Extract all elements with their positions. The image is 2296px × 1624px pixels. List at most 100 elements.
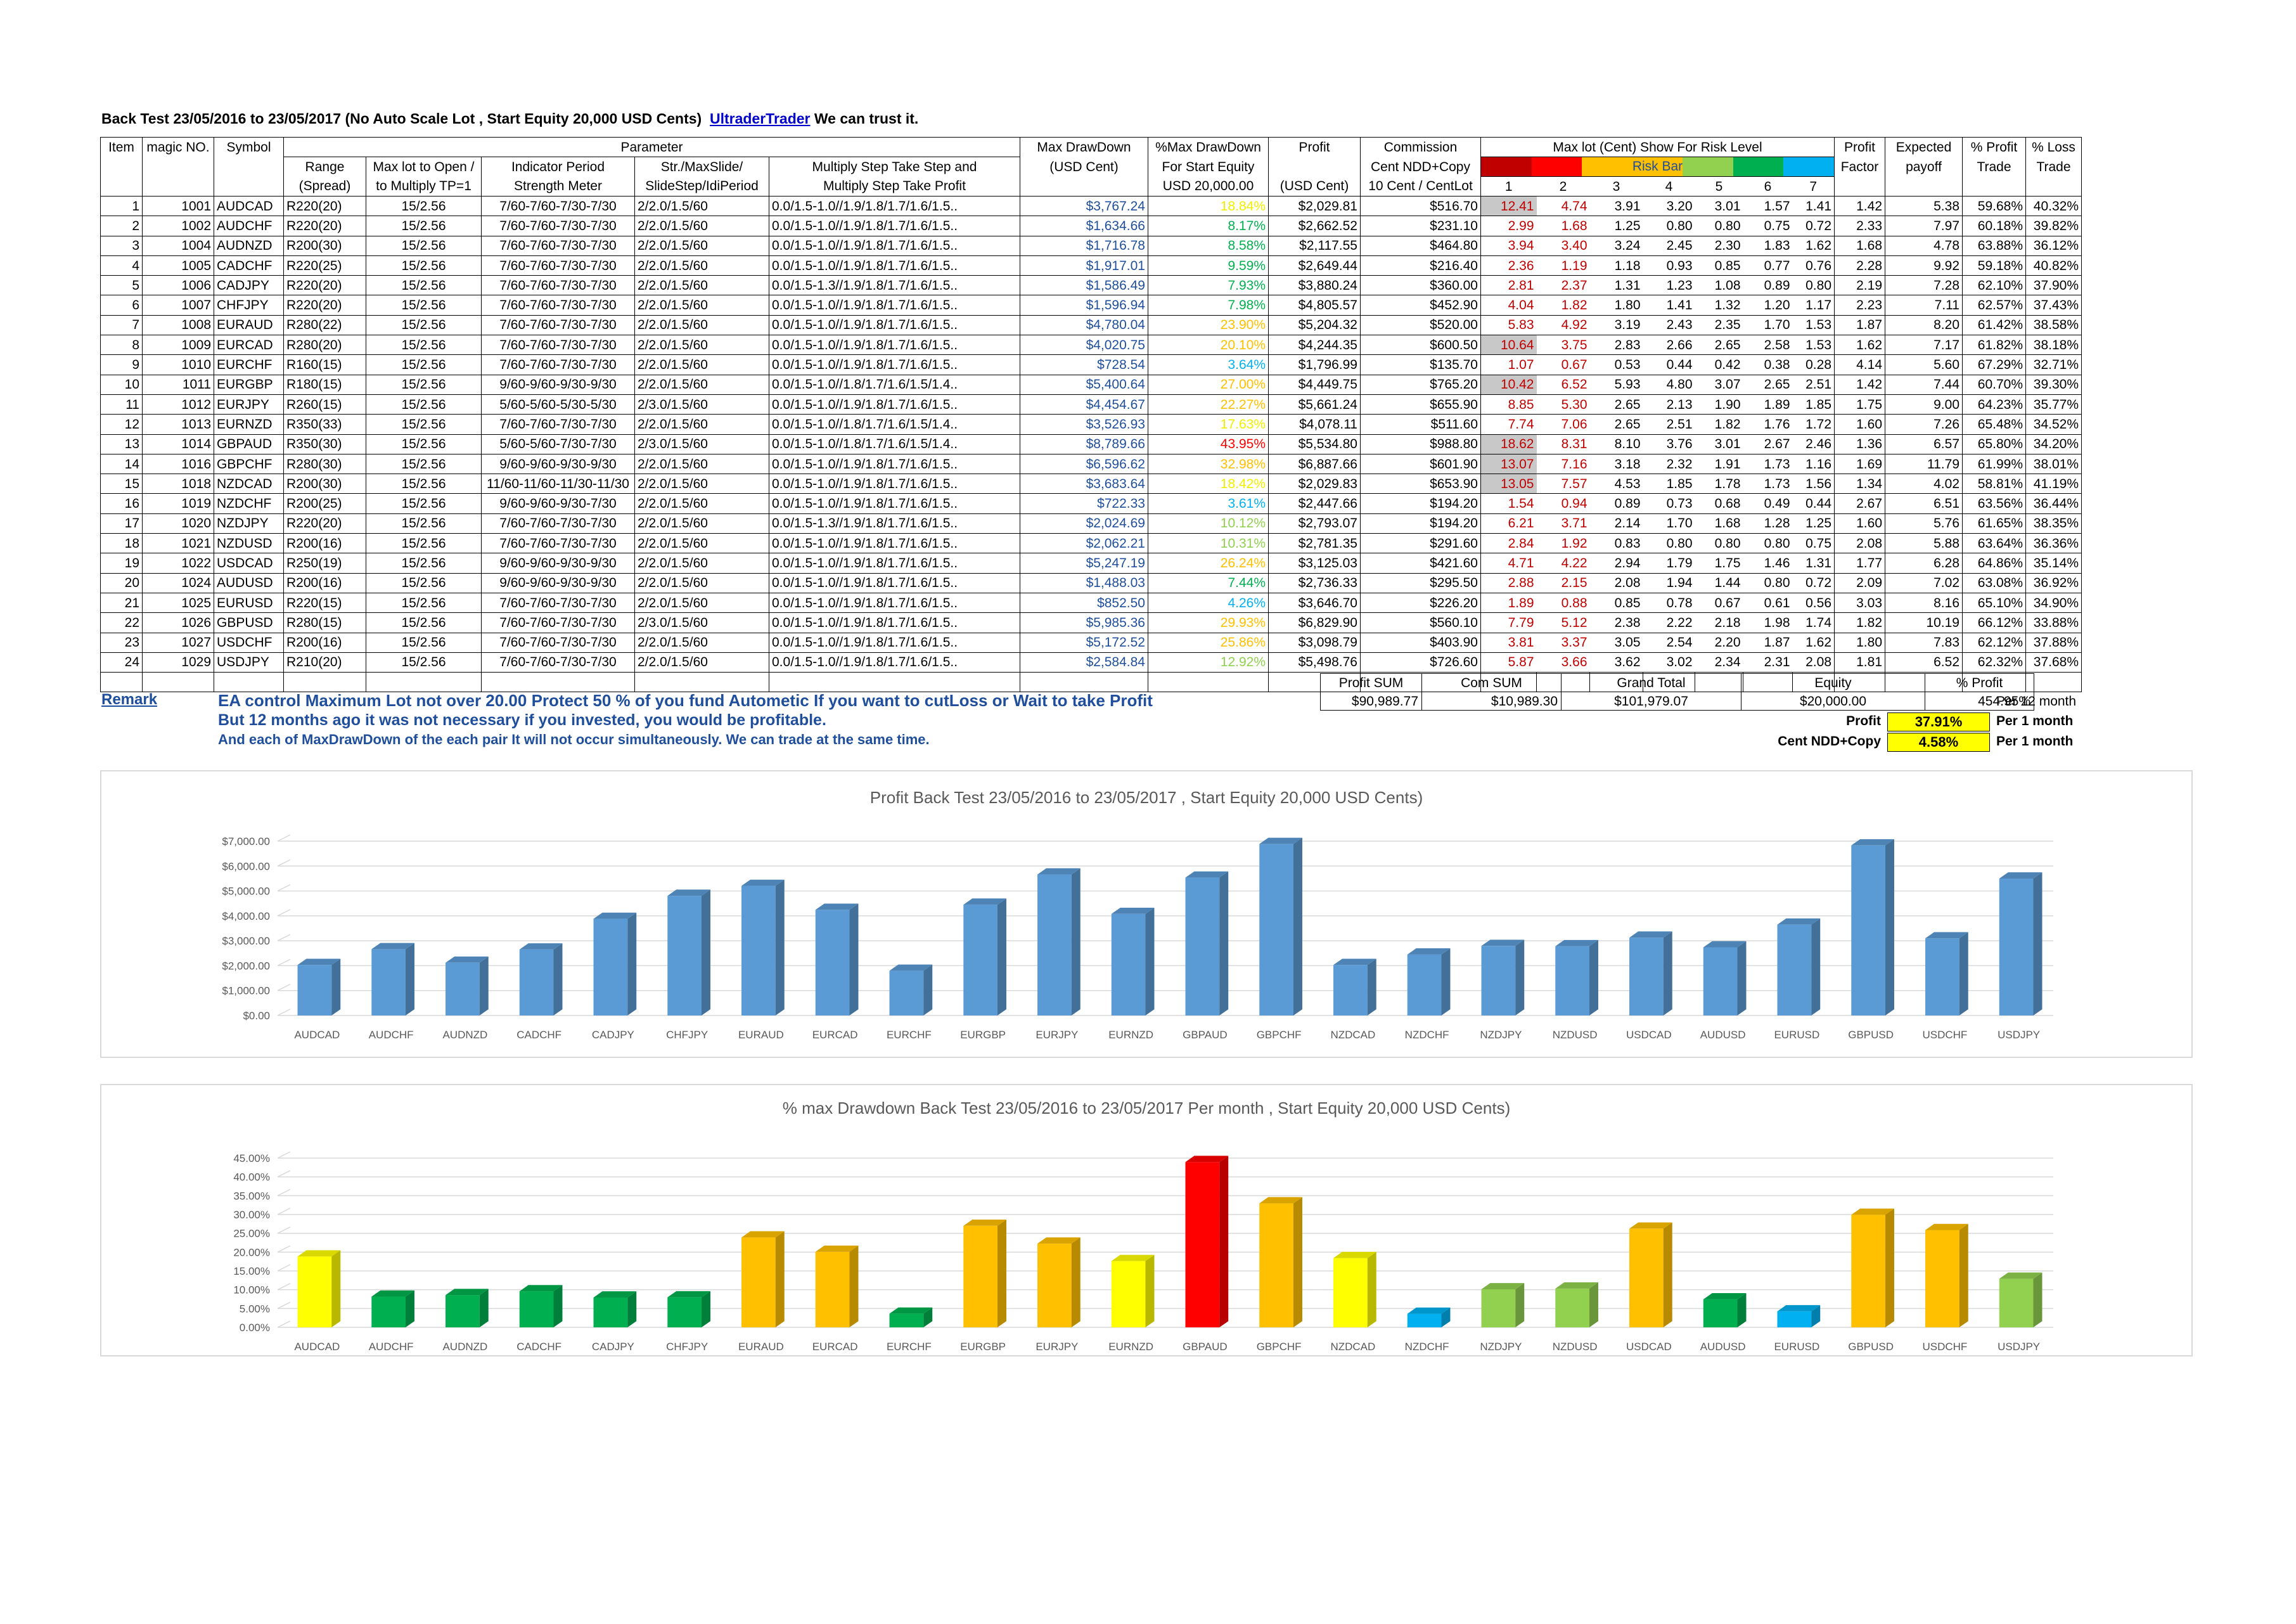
- cell-multiply: 0.0/1.5-1.0//1.9/1.8/1.7/1.6/1.5..: [769, 354, 1020, 375]
- bar: [667, 1291, 710, 1327]
- cell-str: 2/2.0/1.5/60: [634, 652, 769, 673]
- bar-side: [849, 903, 859, 1015]
- cell-lot-level-3: 2.94: [1589, 553, 1643, 574]
- cell-range: R160(15): [283, 354, 366, 375]
- cell-lot-level-3: 0.53: [1589, 354, 1643, 375]
- bar: [741, 1231, 785, 1327]
- cell-lot-level-1: 5.87: [1480, 652, 1537, 673]
- y-tick-label: $4,000.00: [222, 910, 270, 922]
- x-category-label: GBPAUD: [1183, 1029, 1228, 1041]
- cell-indicator: 7/60-7/60-7/30-7/30: [481, 354, 635, 375]
- cell-profit-factor: 2.23: [1834, 295, 1885, 316]
- bar-top: [1777, 918, 1821, 925]
- cell-profit-factor: 1.68: [1834, 235, 1885, 256]
- cell-str: 2/2.0/1.5/60: [634, 474, 769, 494]
- cell-range: R280(15): [283, 612, 366, 633]
- cell-pct-loss-trade: 33.88%: [2025, 612, 2082, 633]
- table-row: 16 1019 NZDCHF R200(25) 15/2.56 9/60-9/60-9/3…: [100, 493, 2082, 514]
- cell-magic: 1019: [142, 493, 214, 514]
- cell-maxlot: 15/2.56: [366, 314, 482, 336]
- cell-profit: $4,078.11: [1268, 414, 1361, 435]
- cell-lot-level-4: 1.41: [1643, 295, 1695, 316]
- bar-top: [1185, 871, 1229, 878]
- cell-maxlot: 15/2.56: [366, 195, 482, 217]
- th-pp2: Trade: [1962, 157, 2026, 177]
- cell-pct-loss-trade: 40.32%: [2025, 195, 2082, 217]
- ultradertrader-link[interactable]: UltraderTrader: [709, 110, 811, 127]
- x-category-label: AUDCHF: [369, 1029, 414, 1041]
- cell-pct-profit-trade: 61.65%: [1962, 513, 2026, 534]
- th-str1: Str./MaxSlide/: [634, 157, 769, 177]
- bar: [1555, 939, 1598, 1015]
- th-comm2: Cent NDD+Copy: [1360, 157, 1481, 177]
- cell-symbol: CADCHF: [214, 255, 284, 276]
- bar-side: [1071, 1237, 1081, 1327]
- cell-pct-loss-trade: 35.14%: [2025, 553, 2082, 574]
- cell-lot-level-3: 4.53: [1589, 474, 1643, 494]
- cell-item: 19: [100, 553, 143, 574]
- cell-lot-level-2: 2.37: [1536, 275, 1590, 296]
- x-category-label: AUDCAD: [294, 1029, 340, 1041]
- cell-lot-level-2: 3.66: [1536, 652, 1590, 673]
- cell-pct-drawdown: 3.61%: [1148, 493, 1269, 514]
- table-row: 6 1007 CHFJPY R220(20) 15/2.56 7/60-7/60-7/30…: [100, 295, 2082, 316]
- bar-front: [963, 905, 997, 1015]
- gridline-depth: [277, 958, 291, 967]
- cell-maxlot: 15/2.56: [366, 592, 482, 614]
- cell-pct-profit-trade: 62.57%: [1962, 295, 2026, 316]
- cell-pct-loss-trade: 36.44%: [2025, 493, 2082, 514]
- cell-pct-profit-trade: 65.80%: [1962, 434, 2026, 454]
- bar-side: [627, 1291, 637, 1327]
- cell-pct-drawdown: 4.26%: [1148, 592, 1269, 614]
- cell-multiply: 0.0/1.5-1.3//1.9/1.8/1.7/1.6/1.5..: [769, 275, 1020, 296]
- table-row: 21 1025 EURUSD R220(15) 15/2.56 7/60-7/60-7/3…: [100, 592, 2082, 614]
- cell-lot-level-1: 13.07: [1480, 453, 1537, 475]
- cell-lot-level-4: 1.94: [1643, 572, 1695, 593]
- cell-symbol: EURCAD: [214, 335, 284, 356]
- bar-side: [1367, 958, 1376, 1015]
- x-category-label: EURUSD: [1774, 1341, 1819, 1353]
- bar: [1629, 931, 1672, 1015]
- bar-side: [1959, 932, 1968, 1015]
- cell-lot-level-2: 5.12: [1536, 612, 1590, 633]
- cell-expected-payoff: 9.92: [1885, 255, 1963, 276]
- bar-side: [1663, 931, 1672, 1015]
- bar-side: [1737, 1293, 1747, 1327]
- cell-lot-level-4: 1.85: [1643, 474, 1695, 494]
- cell-lot-level-4: 0.80: [1643, 216, 1695, 236]
- cell-indicator: 7/60-7/60-7/30-7/30: [481, 612, 635, 633]
- cell-magic: 1008: [142, 314, 214, 336]
- cell-profit-factor: 1.34: [1834, 474, 1885, 494]
- cell-pct-profit-trade: 66.12%: [1962, 612, 2026, 633]
- cell-max-drawdown: $4,780.04: [1020, 314, 1148, 336]
- cell-pct-loss-trade: 38.18%: [2025, 335, 2082, 356]
- cell-multiply: 0.0/1.5-1.0//1.9/1.8/1.7/1.6/1.5..: [769, 612, 1020, 633]
- cell-lot-level-2: 1.92: [1536, 533, 1590, 554]
- bar-top: [519, 943, 563, 950]
- cell-pct-drawdown: 7.44%: [1148, 572, 1269, 593]
- cell-range: R180(15): [283, 374, 366, 395]
- cell-indicator: 7/60-7/60-7/30-7/30: [481, 533, 635, 554]
- cell-lot-level-7: 1.85: [1792, 394, 1835, 415]
- cell-pct-loss-trade: 38.01%: [2025, 453, 2082, 475]
- cell-item: 3: [100, 235, 143, 256]
- bar-side: [1885, 839, 1894, 1015]
- bar-side: [1145, 1254, 1155, 1327]
- cell-multiply: 0.0/1.5-1.0//1.9/1.8/1.7/1.6/1.5..: [769, 235, 1020, 256]
- cell-lot-level-1: 5.83: [1480, 314, 1537, 336]
- cell-symbol: EURNZD: [214, 414, 284, 435]
- cell-range: R220(20): [283, 295, 366, 316]
- cell-profit: $5,661.24: [1268, 394, 1361, 415]
- cell-indicator: 9/60-9/60-9/30-7/30: [481, 493, 635, 514]
- table-row: 2 1002 AUDCHF R220(20) 15/2.56 7/60-7/60-7/30…: [100, 216, 2082, 236]
- cell-multiply: 0.0/1.5-1.0//1.8/1.7/1.6/1.5/1.4..: [769, 434, 1020, 454]
- bar-side: [1219, 1156, 1229, 1327]
- cell-pct-loss-trade: 34.20%: [2025, 434, 2082, 454]
- table-row: 22 1026 GBPUSD R280(15) 15/2.56 7/60-7/60-7/3…: [100, 612, 2082, 633]
- table-row: 14 1016 GBPCHF R280(30) 15/2.56 9/60-9/60-9/3…: [100, 453, 2082, 475]
- cell-magic: 1006: [142, 275, 214, 296]
- bar-front: [815, 1251, 850, 1327]
- bar-top: [1259, 1197, 1302, 1204]
- cell-max-drawdown: $1,596.94: [1020, 295, 1148, 316]
- bar-front: [1481, 946, 1516, 1015]
